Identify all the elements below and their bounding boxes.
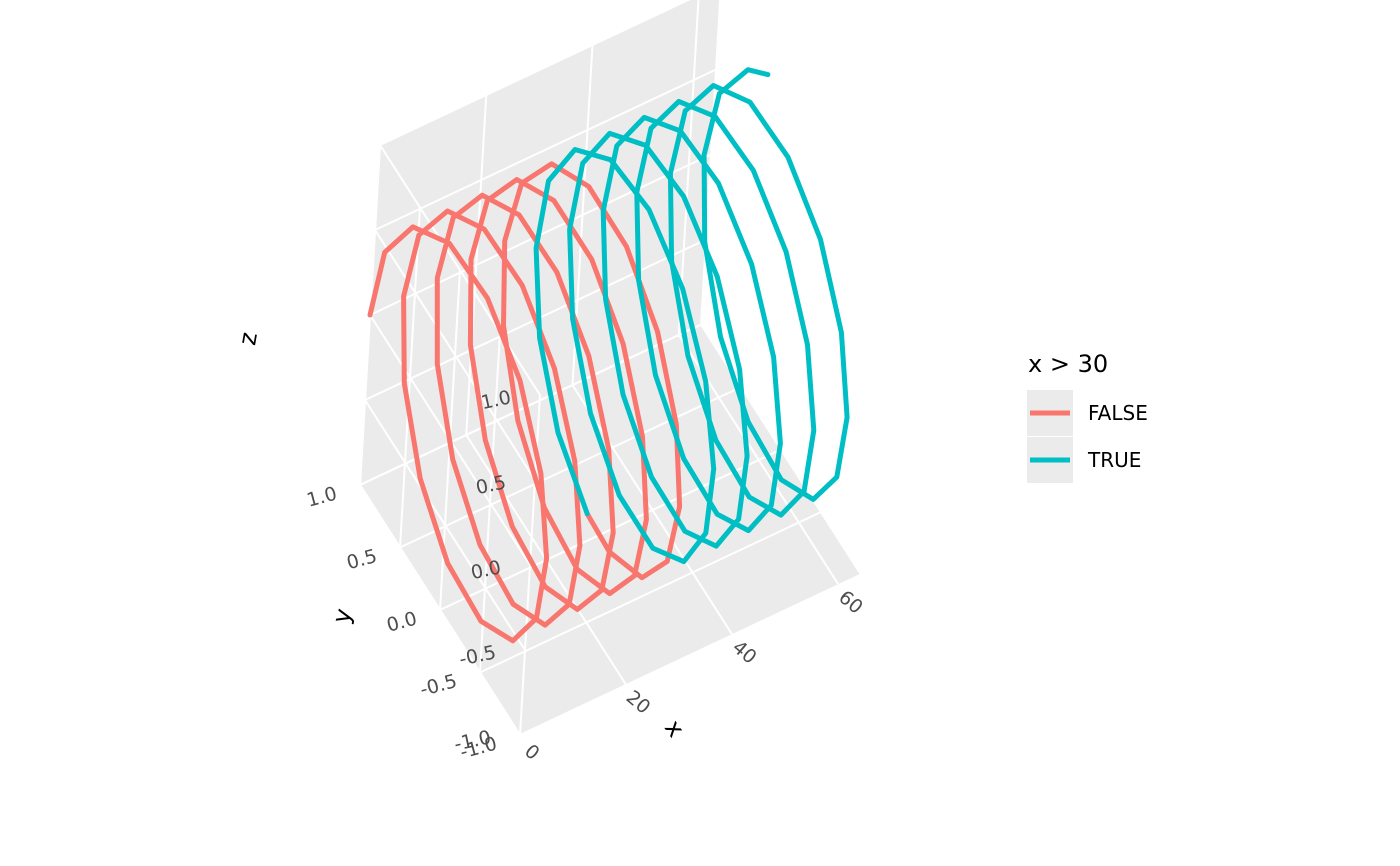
legend: x > 30 FALSE TRUE	[1027, 350, 1148, 483]
grid-line	[374, 229, 536, 481]
grid-line	[379, 144, 541, 396]
grid-line	[519, 574, 861, 736]
legend-title: x > 30	[1028, 350, 1108, 378]
x-axis-label: x	[659, 715, 690, 743]
grid-line	[364, 399, 526, 651]
y-tick-label: 0.0	[384, 608, 419, 637]
grid-line	[379, 0, 691, 146]
grid-line	[479, 511, 821, 674]
y-tick-label: 0.5	[344, 545, 379, 574]
series-true-line	[533, 67, 850, 565]
z-axis-label: z	[233, 330, 263, 347]
x-tick-label: 60	[834, 586, 867, 618]
grid-line	[439, 449, 781, 611]
x-tick-label: 20	[622, 686, 655, 718]
y-axis-label: y	[327, 605, 358, 626]
x-tick-label: 40	[728, 636, 761, 668]
series-line-false	[367, 161, 683, 644]
series-false-line	[367, 161, 683, 644]
legend-label-false: FALSE	[1088, 401, 1148, 425]
y-tick-label: 1.0	[304, 483, 339, 512]
grid-line	[374, 69, 716, 231]
x-tick-label: 0	[520, 740, 543, 765]
legend-label-true: TRUE	[1087, 448, 1141, 472]
y-tick-label: -0.5	[418, 670, 460, 701]
series-line-true	[533, 67, 850, 565]
grid-line	[359, 484, 521, 736]
